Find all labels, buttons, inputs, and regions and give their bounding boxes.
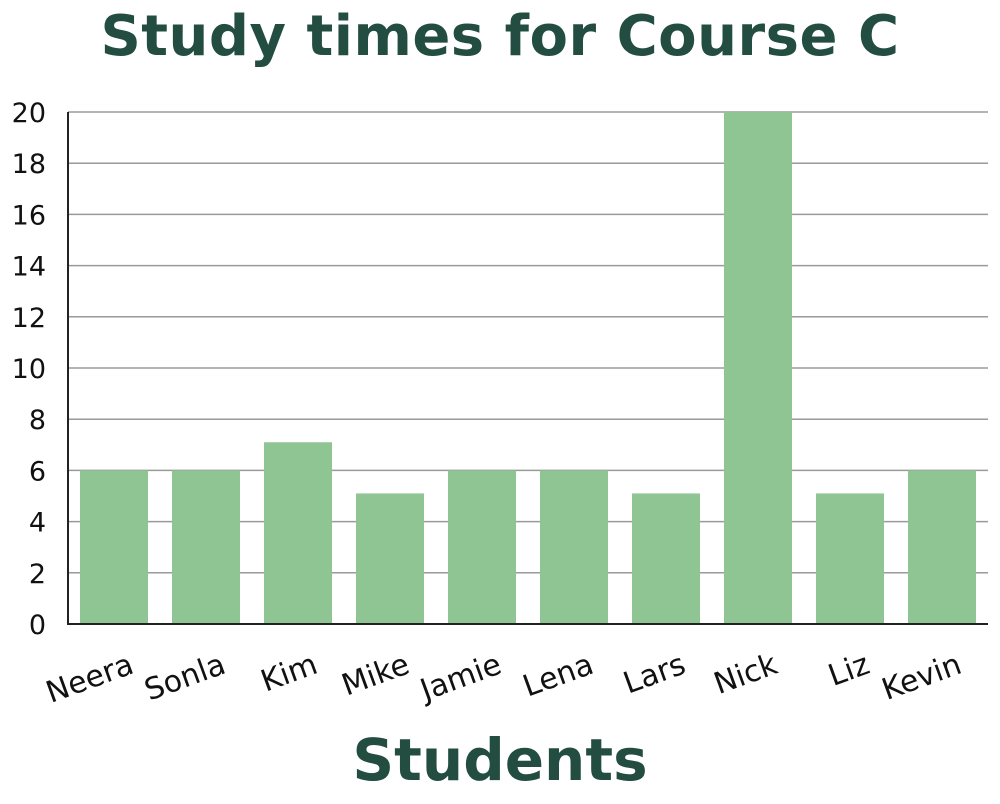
x-axis-title: Students [352,726,648,794]
y-tick-label: 18 [12,149,46,180]
x-tick-label: Neera [42,647,139,711]
y-tick-label: 10 [12,354,46,385]
bar [80,470,148,624]
x-tick-label: Kim [256,647,322,699]
x-tick-label: Nick [709,647,782,702]
y-tick-label: 12 [12,303,46,334]
bar [540,470,608,624]
y-tick-label: 0 [29,610,46,641]
bar [632,493,700,624]
bar [816,493,884,624]
x-tick-label: Kevin [877,647,966,708]
x-tick-labels: Neera Sonla Kim Mike Jamie Lena Lars Nick Liz Kev… [42,647,967,711]
y-tick-labels: 0 2 4 6 8 10 12 14 16 18 20 [12,98,46,641]
axes [67,112,988,625]
bar [172,470,240,624]
x-tick-label: Liz [824,647,874,694]
bars [80,112,976,624]
y-tick-label: 4 [29,508,46,539]
x-tick-label: Jamie [414,647,506,709]
y-tick-label: 6 [29,456,46,487]
y-tick-label: 16 [12,200,46,231]
y-tick-label: 8 [29,405,46,436]
x-tick-label: Mike [337,647,414,703]
y-tick-label: 14 [12,252,46,283]
y-tick-label: 20 [12,98,46,129]
bar [264,442,332,624]
x-tick-label: Lars [619,647,690,701]
x-tick-label: Sonla [140,647,230,708]
bar [908,470,976,624]
bar [724,112,792,624]
chart-title: Study times for Course C [100,4,900,69]
y-tick-label: 2 [29,559,46,590]
bar [356,493,424,624]
bar [448,470,516,624]
x-tick-label: Lena [518,647,598,705]
